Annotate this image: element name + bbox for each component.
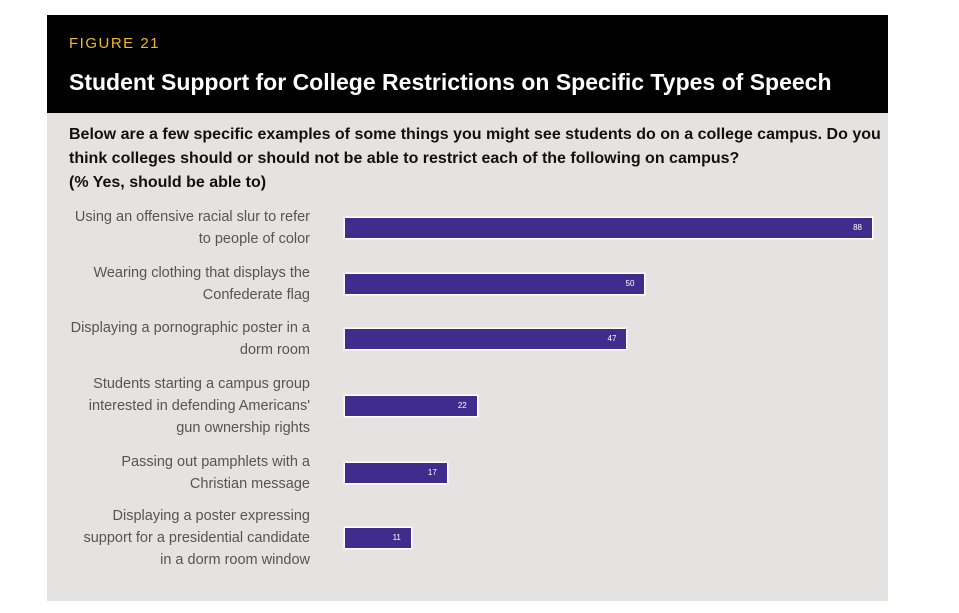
bar-value-label: 11 — [392, 533, 401, 542]
category-label-line: Christian message — [189, 476, 310, 492]
category-label-line: Students starting a campus group — [93, 376, 310, 392]
category-label-line: Passing out pamphlets with a — [121, 454, 310, 470]
category-label-line: Confederate flag — [202, 287, 310, 303]
chart-title: Student Support for College Restrictions… — [69, 69, 832, 95]
category-label-line: Displaying a pornographic poster in a — [70, 320, 310, 336]
bar: 47 — [345, 329, 627, 349]
category-label-line: gun ownership rights — [176, 420, 310, 436]
category-label: Displaying a poster expressing support fo… — [50, 505, 310, 571]
bar: 88 — [345, 218, 872, 238]
survey-question: Below are a few specific examples of som… — [69, 123, 881, 195]
category-label-line: support for a presidential candidate — [83, 530, 310, 546]
category-label-line: interested in defending Americans' — [88, 398, 310, 414]
category-label: Passing out pamphlets with a Christian me… — [50, 451, 310, 495]
category-label: Displaying a pornographic poster in a dor… — [50, 317, 310, 361]
category-label-line: in a dorm room window — [160, 552, 310, 568]
bar: 22 — [345, 396, 477, 416]
bar-value-label: 88 — [853, 223, 862, 232]
category-label-line: to people of color — [198, 231, 310, 247]
bar-value-label: 47 — [607, 334, 617, 343]
bar: 11 — [345, 528, 411, 548]
category-label-line: Using an offensive racial slur to refer — [74, 209, 310, 225]
bar: 50 — [345, 274, 645, 294]
category-label: Students starting a campus group interest… — [50, 373, 310, 439]
bar-value-label: 17 — [427, 468, 437, 477]
figure-header: FIGURE 21 Student Support for College Re… — [47, 15, 888, 113]
category-label-line: Wearing clothing that displays the — [93, 265, 310, 281]
bar-value-label: 50 — [625, 279, 635, 288]
bar: 17 — [345, 463, 447, 483]
figure-number: FIGURE 21 — [69, 35, 161, 52]
question-line-2: think colleges should or should not be a… — [69, 150, 740, 167]
category-label: Wearing clothing that displays the Confed… — [50, 262, 310, 306]
category-label: Using an offensive racial slur to refer t… — [50, 206, 310, 250]
question-line-1: Below are a few specific examples of som… — [69, 126, 881, 143]
category-label-line: Displaying a poster expressing — [112, 508, 310, 524]
bar-value-label: 22 — [457, 401, 467, 410]
question-line-3: (% Yes, should be able to) — [69, 174, 267, 191]
figure-panel: FIGURE 21 Student Support for College Re… — [47, 15, 888, 601]
category-label-line: dorm room — [239, 342, 310, 358]
